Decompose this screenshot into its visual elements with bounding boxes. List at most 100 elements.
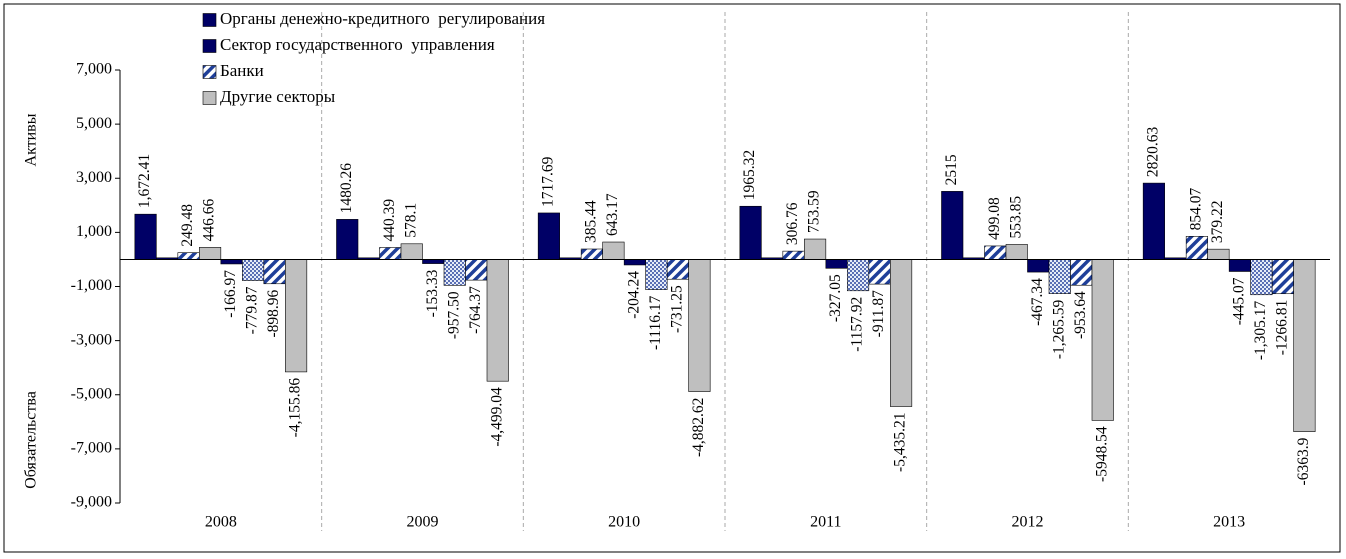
data-label: -898.96 [265,290,282,338]
legend-label: Сектор государственного управления [220,35,495,54]
bar [199,247,222,260]
bar [220,259,243,265]
bar [177,252,200,260]
data-label: 2515 [943,154,960,185]
data-label: -204.24 [625,271,642,319]
data-label: -779.87 [244,286,261,334]
data-label: -4,155.86 [287,378,304,438]
legend-swatch [202,91,217,105]
data-label: 1480.26 [338,163,355,214]
data-label: 854.07 [1187,187,1204,230]
data-label: -166.97 [222,270,239,318]
y-tick-label: -9,000 [71,494,112,511]
bar [1142,182,1165,260]
data-label: 446.66 [201,198,218,241]
bar [623,259,646,266]
data-label: -911.87 [870,290,887,337]
bar [1185,236,1208,260]
y-tick-label: 5,000 [76,115,112,132]
bar [739,205,762,260]
legend-swatch [202,39,217,53]
bar [1207,248,1230,260]
data-label: 440.39 [381,199,398,242]
data-label: 2820.63 [1144,126,1161,177]
bar [602,241,625,260]
bar [782,250,805,260]
data-label: -957.50 [445,291,462,339]
data-label: 1,672.41 [136,154,153,208]
bar [847,259,870,292]
bar [537,212,560,260]
bar [890,259,913,407]
data-label: -1116.17 [647,295,664,350]
bar [400,243,423,260]
legend-swatch [202,65,217,79]
data-label: 1717.69 [539,156,556,207]
data-label: -5948.54 [1093,426,1110,482]
legend-label: Другие секторы [220,87,336,106]
legend-label: Банки [220,61,264,80]
bar [465,259,488,281]
bar [868,259,891,285]
bar [941,191,964,260]
y-tick-label: 3,000 [76,169,112,186]
bar [443,259,466,286]
y-tick-label: -1,000 [71,277,112,294]
data-label: -953.64 [1072,291,1089,339]
y-tick-label: 1,000 [76,223,112,240]
x-tick-label: 2011 [810,514,841,531]
x-tick-label: 2008 [205,514,237,531]
data-label: -153.33 [424,269,441,317]
y-tick-label: 7,000 [76,61,112,78]
legend-swatch [202,13,217,27]
bar [1271,259,1294,295]
bar [580,248,603,260]
data-label: -1157.92 [849,297,866,352]
data-label: 249.48 [179,204,196,247]
bar [1250,259,1273,296]
data-label: 643.17 [604,193,621,236]
data-label: 753.59 [806,190,823,233]
data-label: -731.25 [668,285,685,333]
bar [1091,259,1114,421]
data-label: 1965.32 [741,150,758,200]
bar [1048,259,1071,294]
data-label: -6363.9 [1295,437,1312,485]
data-label: 379.22 [1209,201,1226,244]
bar [263,259,286,285]
bar [804,238,827,260]
y-tick-label: -3,000 [71,331,112,348]
data-label: -1266.81 [1273,300,1290,356]
bar [242,259,265,281]
bar [134,213,157,260]
data-label: 553.85 [1007,196,1024,239]
bar [645,259,668,290]
data-label: -445.07 [1230,277,1247,325]
bar [1027,259,1050,273]
bar [1070,259,1093,286]
y-tick-label: -7,000 [71,440,112,457]
data-label: -327.05 [827,274,844,322]
bar [285,259,308,373]
legend-label: Органы денежно-кредитного регулирования [220,9,545,28]
x-tick-label: 2013 [1213,514,1245,531]
y-tick-label: -5,000 [71,385,112,402]
bar [1005,244,1028,260]
bar [825,259,848,269]
data-label: -764.37 [467,286,484,334]
bar [486,259,509,382]
x-tick-label: 2010 [608,514,640,531]
data-label: 578.1 [402,203,419,238]
bar [379,247,402,260]
data-label: -4,882.62 [690,398,707,457]
y-axis-label-top: Активы [23,113,40,166]
bar [1228,259,1251,272]
bar [688,259,711,392]
bar [666,259,689,280]
x-tick-label: 2012 [1012,514,1044,531]
bar [422,259,445,264]
bar [984,245,1007,260]
data-label: 499.08 [986,197,1003,240]
y-axis-label-bottom: Обязательства [23,391,40,489]
